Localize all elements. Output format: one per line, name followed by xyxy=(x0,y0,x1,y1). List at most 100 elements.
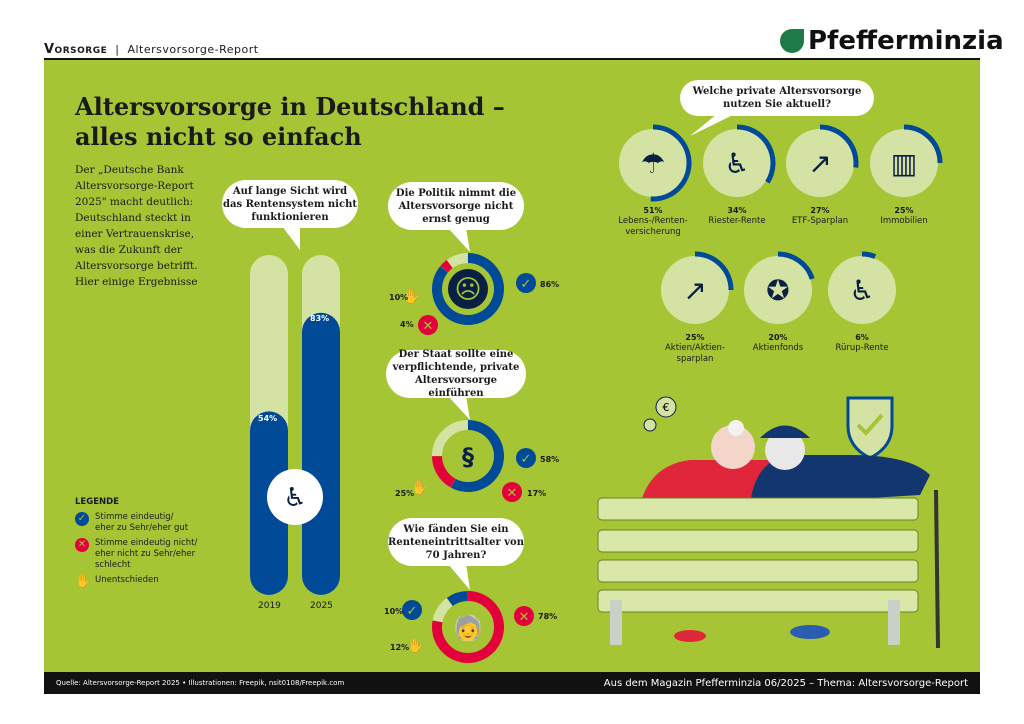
vorsorge-share-arc-3 xyxy=(903,124,943,164)
footer-magazine: Aus dem Magazin Pfefferminzia 06/2025 – … xyxy=(603,677,968,689)
man-head xyxy=(765,430,805,470)
donut3-agree-label: 10% xyxy=(384,607,404,616)
cross-icon xyxy=(502,482,522,502)
vorsorge-label: 6% Rürup-Rente xyxy=(817,332,907,354)
check-icon: ✓ xyxy=(75,512,89,526)
cross-mark: ✕ xyxy=(519,610,530,625)
hand-icon: ✋ xyxy=(407,637,424,654)
vorsorge-category: Aktienfonds xyxy=(752,343,804,353)
woman-shoe xyxy=(674,630,706,642)
shield-checkmark xyxy=(856,413,884,436)
hand-icon: ✋ xyxy=(403,288,420,305)
donut1-undecided-label: 10% xyxy=(389,293,409,302)
vorsorge-share-arc-1 xyxy=(736,124,776,184)
footer-bar: Quelle: Altersvorsorge-Report 2025 • Ill… xyxy=(44,672,980,694)
donut1-disagree-label: 4% xyxy=(400,320,414,329)
man-cap xyxy=(760,425,810,438)
bubble-tail xyxy=(282,226,300,250)
vorsorge-percent: 51% xyxy=(643,206,663,215)
question-bubble-rentenalter: Wie fänden Sie ein Renteneintrittsalter … xyxy=(388,518,524,566)
donut1-agree-segment xyxy=(432,253,504,325)
page-title: Altersvorsorge in Deutschland – alles nic… xyxy=(75,92,505,152)
donut-center xyxy=(448,269,488,309)
donut3-agree-segment xyxy=(446,591,469,607)
vorsorge-share-arc-2 xyxy=(819,124,859,168)
legend: LEGENDE ✓ Stimme eindeutig/ eher zu Sehr/… xyxy=(75,497,205,589)
bar-category-2025: 2025 xyxy=(310,601,333,611)
rocking-chair-icon: ♿ xyxy=(283,483,306,513)
vorsorge-share-arc-5 xyxy=(777,251,815,280)
rocking-chair-eagle-icon: ♿ xyxy=(849,274,874,307)
vorsorge-label: 25% Aktien/Aktien-sparplan xyxy=(650,332,740,365)
growth-chart-icon: ↗ xyxy=(808,147,831,180)
bubble-tail xyxy=(448,396,470,420)
donut1-agree-label: 86% xyxy=(540,280,560,289)
euro-coin-icon xyxy=(655,396,677,418)
donut2-agree-segment xyxy=(450,420,504,492)
check-mark: ✓ xyxy=(521,277,532,292)
check-mark: ✓ xyxy=(521,452,532,467)
header-divider xyxy=(44,58,980,60)
vorsorge-label: 27% ETF-Sparplan xyxy=(775,205,865,227)
legend-disagree: Stimme eindeutig nicht/ eher nicht zu Se… xyxy=(95,538,198,570)
vorsorge-share-arc-4 xyxy=(694,251,734,291)
woman-head xyxy=(711,425,755,469)
hand-icon: ✋ xyxy=(75,574,92,589)
vorsorge-percent: 25% xyxy=(894,206,914,215)
vorsorge-percent: 34% xyxy=(727,206,747,215)
vorsorge-category: Riester-Rente xyxy=(708,216,766,226)
cross-icon: ✕ xyxy=(75,538,89,552)
hand-icon: ✋ xyxy=(411,479,428,496)
vorsorge-percent: 27% xyxy=(810,206,830,215)
vorsorge-category: ETF-Sparplan xyxy=(791,216,849,226)
bench-leg-right xyxy=(888,600,900,645)
intro-text: Der „Deutsche Bank Altersvorsorge-Report… xyxy=(75,164,198,288)
cross-mark: ✕ xyxy=(423,319,434,334)
sad-face-icon: ☹ xyxy=(454,275,481,305)
vorsorge-circle-6 xyxy=(828,256,896,324)
legend-undecided: Unentschieden xyxy=(95,575,159,585)
legend-agree: Stimme eindeutig/ eher zu Sehr/eher gut xyxy=(95,512,189,533)
leaf-icon xyxy=(780,29,804,53)
question-bubble-politik: Die Politik nimmt die Altersvorsorge nic… xyxy=(388,182,524,230)
title-line-1: Altersvorsorge in Deutschland – xyxy=(75,92,505,121)
vorsorge-label: 25% Immobilien xyxy=(859,205,949,227)
cross-icon xyxy=(514,606,534,626)
bench-leg-left xyxy=(610,600,622,645)
donut2-disagree-label: 17% xyxy=(527,489,547,498)
euro-sign: € xyxy=(663,401,670,414)
bar-label-2025: 83% xyxy=(310,314,330,323)
brand-logo: Pfefferminzia xyxy=(780,26,1004,56)
vorsorge-circle-2 xyxy=(786,129,854,197)
question-bubble-private-vorsorge: Welche private Altersvorsorge nutzen Sie… xyxy=(680,80,874,116)
legend-title: LEGENDE xyxy=(75,497,119,507)
donut1-undecided-segment xyxy=(446,253,469,269)
section-label: Vorsorge xyxy=(44,42,108,57)
check-icon xyxy=(516,273,536,293)
bench-slat-0 xyxy=(597,497,919,521)
bench-slat-3 xyxy=(597,589,919,613)
question-bubble-staat: Der Staat sollte eine verpflichtende, pr… xyxy=(386,349,526,399)
rocking-chair-icon-bg xyxy=(267,469,323,525)
donut2-disagree-segment xyxy=(432,455,456,488)
euro-coin-small-icon xyxy=(643,418,657,432)
bubble-tail xyxy=(690,114,735,136)
brand-name: Pfefferminzia xyxy=(808,26,1004,56)
donut2-undecided-segment xyxy=(432,420,469,457)
bar-fill-2025 xyxy=(302,312,340,595)
vorsorge-percent: 25% xyxy=(685,333,705,342)
man-shoe xyxy=(790,625,830,639)
law-book-icon: § xyxy=(462,443,474,471)
vorsorge-label: 20% Aktienfonds xyxy=(733,332,823,354)
bench-slat-2 xyxy=(597,559,919,583)
cross-icon xyxy=(418,315,438,335)
vorsorge-circle-4 xyxy=(661,256,729,324)
donut3-undecided-label: 12% xyxy=(390,643,410,652)
donut3-disagree-segment xyxy=(432,591,504,663)
vorsorge-share-arc-0 xyxy=(650,124,692,202)
woman-hair-bun xyxy=(728,420,744,436)
check-icon xyxy=(516,448,536,468)
vorsorge-circle-0 xyxy=(619,129,687,197)
man-body xyxy=(750,455,930,505)
